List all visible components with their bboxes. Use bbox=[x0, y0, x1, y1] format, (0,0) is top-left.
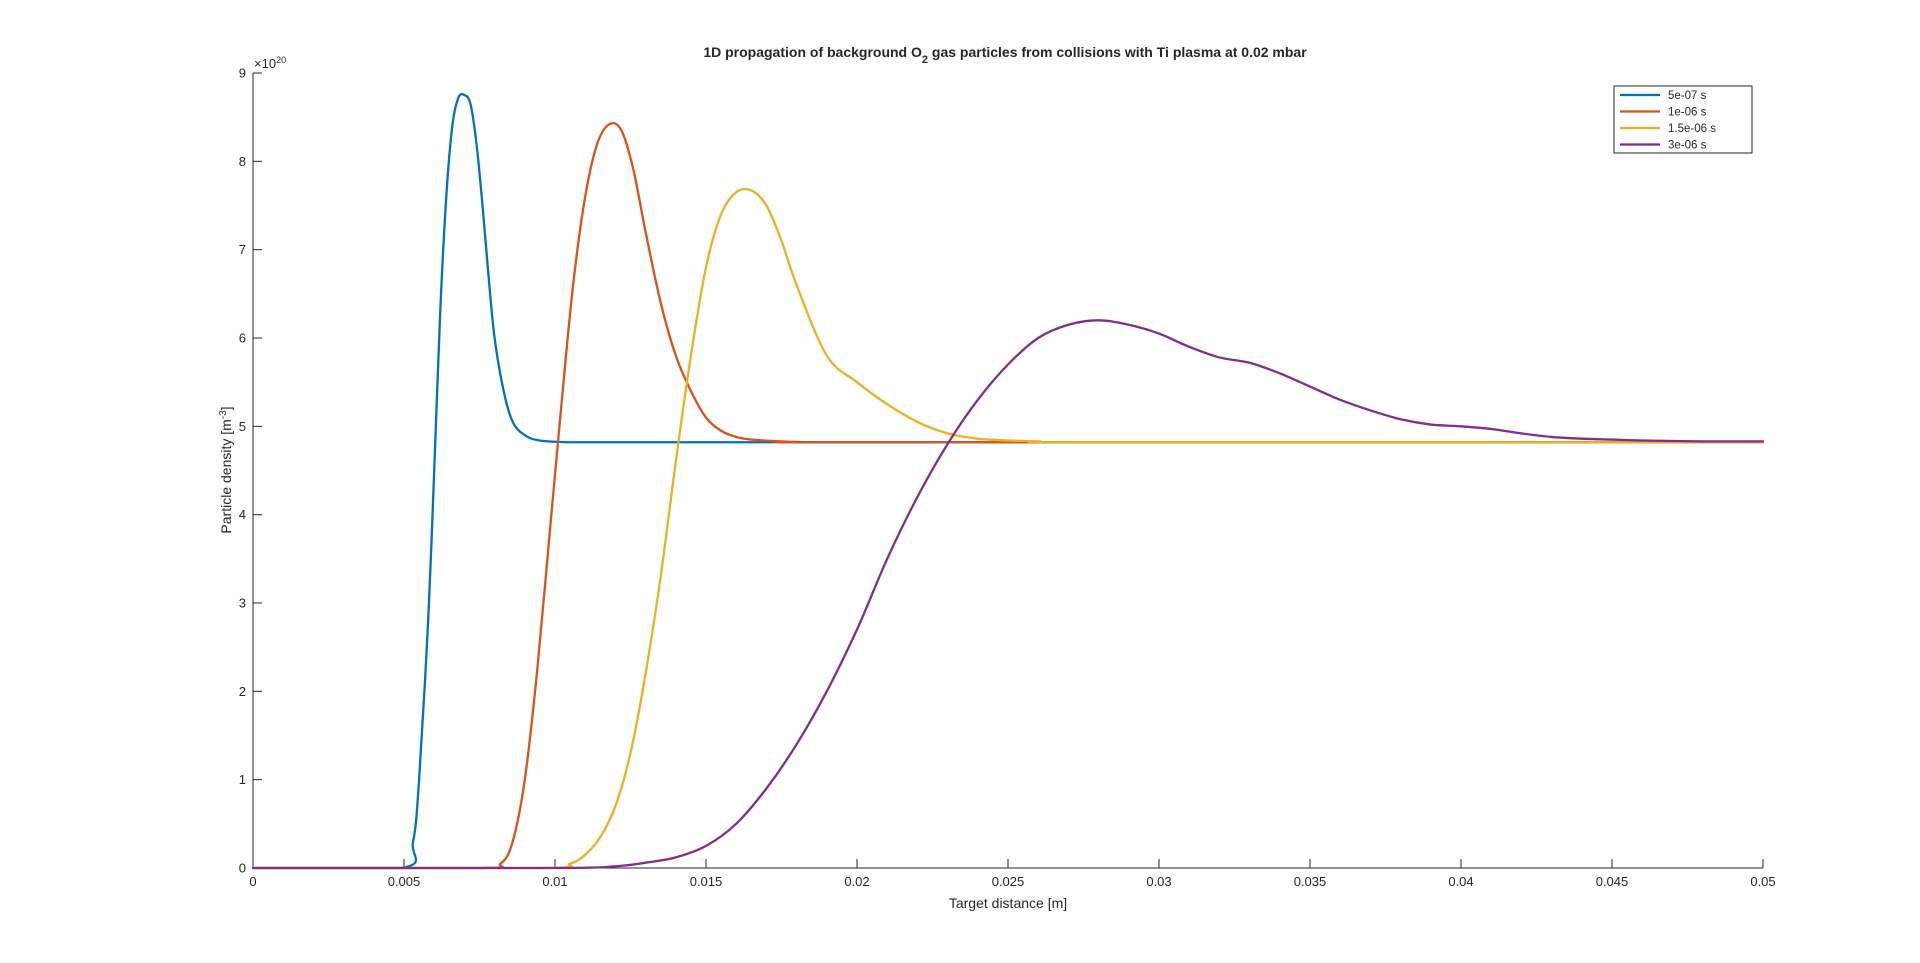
y-tick-label: 1 bbox=[239, 772, 246, 787]
series-line-4 bbox=[251, 319, 1765, 870]
y-tick-label: 4 bbox=[239, 507, 246, 522]
x-tick-label: 0.005 bbox=[388, 874, 421, 889]
legend: 5e-07 s 1e-06 s 1.5e-06 s 3e-06 s bbox=[1613, 85, 1753, 154]
title-text-before: 1D propagation of background O bbox=[703, 44, 922, 60]
y-exponent-superscript: 20 bbox=[276, 55, 286, 65]
x-axis-label: Target distance [m] bbox=[949, 895, 1067, 911]
x-tick-label: 0.03 bbox=[1146, 874, 1171, 889]
series-group bbox=[251, 92, 1765, 870]
x-tick-label: 0 bbox=[249, 874, 256, 889]
x-tick-label: 0.015 bbox=[690, 874, 723, 889]
y-tick-label: 9 bbox=[239, 66, 246, 81]
x-tick-label: 0.04 bbox=[1448, 874, 1473, 889]
y-label-before: Particle density [m bbox=[218, 419, 234, 533]
y-tick-label: 3 bbox=[239, 596, 246, 611]
y-label-superscript: -3 bbox=[218, 410, 229, 419]
legend-label: 3e-06 s bbox=[1668, 140, 1707, 152]
y-tick-label: 2 bbox=[239, 684, 246, 699]
y-label-after: ] bbox=[218, 406, 234, 410]
y-tick-label: 0 bbox=[239, 861, 246, 876]
legend-label: 5e-07 s bbox=[1668, 90, 1707, 102]
x-tick-label: 0.045 bbox=[1596, 874, 1629, 889]
x-ticks: 0 0.005 0.01 0.015 0.02 0.025 0.03 0.035 0.04 0.0… bbox=[249, 859, 1776, 889]
y-axis-exponent: ×1020 bbox=[254, 55, 286, 71]
y-tick-label: 6 bbox=[239, 331, 246, 346]
title-text-after: gas particles from collisions with Ti pl… bbox=[928, 44, 1307, 60]
chart-title: 1D propagation of background O2 gas part… bbox=[703, 44, 1307, 66]
x-tick-label: 0.01 bbox=[542, 874, 567, 889]
legend-items: 5e-07 s 1e-06 s 1.5e-06 s 3e-06 s bbox=[1620, 90, 1716, 152]
legend-box bbox=[1613, 85, 1753, 154]
legend-label: 1.5e-06 s bbox=[1668, 123, 1716, 135]
series-line-1 bbox=[251, 92, 1765, 870]
x-tick-label: 0.02 bbox=[844, 874, 869, 889]
y-tick-label: 5 bbox=[239, 419, 246, 434]
x-tick-label: 0.025 bbox=[992, 874, 1025, 889]
y-tick-label: 8 bbox=[239, 154, 246, 169]
y-axis-label: Particle density [m-3] bbox=[218, 406, 235, 533]
title-subscript: 2 bbox=[922, 54, 928, 66]
series-line-3 bbox=[251, 187, 1765, 870]
x-tick-label: 0.035 bbox=[1294, 874, 1327, 889]
x-tick-label: 0.05 bbox=[1750, 874, 1775, 889]
series-line-2 bbox=[251, 122, 1765, 870]
y-exponent-base: ×10 bbox=[254, 56, 276, 71]
y-tick-label: 7 bbox=[239, 242, 246, 257]
legend-label: 1e-06 s bbox=[1668, 107, 1707, 119]
